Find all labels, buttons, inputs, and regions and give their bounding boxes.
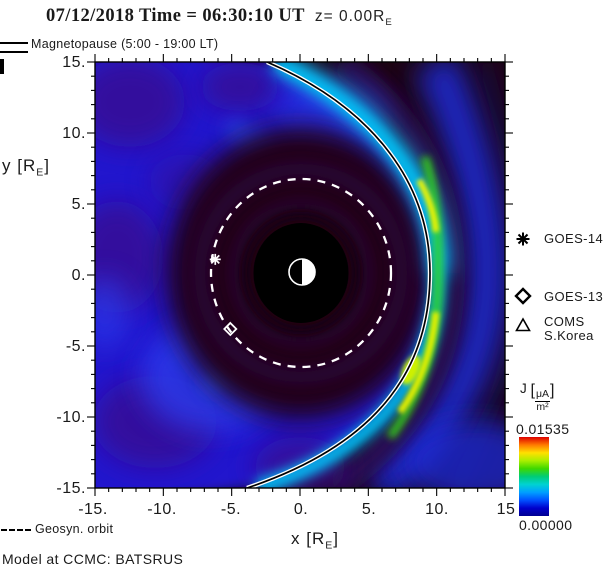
y-tick-label: 10. xyxy=(62,125,86,142)
x-tick-label: -15. xyxy=(78,501,108,518)
goes14-marker xyxy=(209,253,221,265)
y-tick-label: -15. xyxy=(56,480,86,497)
coms-label-line2: S.Korea xyxy=(544,328,594,343)
page-title: 07/12/2018 Time = 06:30:10 UT z= 0.00RE xyxy=(46,6,393,28)
y-tick-label: 0. xyxy=(71,267,86,284)
magnetopause-line-icon xyxy=(0,42,28,53)
magnetopause-line xyxy=(246,62,433,488)
x-axis-label: x [RE] xyxy=(291,529,339,552)
goes13-marker xyxy=(223,321,238,337)
colorbar-max-value: 0.01535 xyxy=(516,421,570,437)
goes13-label: GOES-13 xyxy=(544,289,604,304)
geosyn-orbit-legend-label: Geosyn. orbit xyxy=(35,522,114,536)
colorbar-min-value: 0.00000 xyxy=(519,517,573,533)
goes14-asterisk-icon xyxy=(516,232,530,246)
x-tick-label: 0. xyxy=(293,501,309,518)
y-tick-label: 15. xyxy=(62,54,86,71)
y-tick-label: 5. xyxy=(71,196,86,213)
clipped-legend-symbol xyxy=(0,59,4,74)
heatmap-field xyxy=(95,62,505,488)
coms-triangle-icon xyxy=(515,317,531,332)
title-datetime: 07/12/2018 Time = 06:30:10 UT xyxy=(46,6,305,26)
colorbar-gradient xyxy=(519,437,549,516)
x-tick-label: 5. xyxy=(361,501,377,518)
coms-label-line1: COMS xyxy=(544,314,585,329)
axis-ticks xyxy=(87,54,513,496)
colorbar-unit-label: J [μA m²] xyxy=(520,381,555,413)
y-tick-label: -10. xyxy=(56,409,86,426)
x-tick-label: 15 xyxy=(496,501,516,518)
goes14-label: GOES-14 xyxy=(544,231,604,246)
y-axis-label: y [RE] xyxy=(2,156,50,179)
geosyn-orbit-dash-icon xyxy=(1,529,31,531)
geosync-orbit-circle xyxy=(209,177,393,369)
x-tick-label: -10. xyxy=(147,501,177,518)
magnetopause-legend-label: Magnetopause (5:00 - 19:00 LT) xyxy=(31,37,219,51)
x-tick-label: -5. xyxy=(220,501,242,518)
x-tick-label: 10. xyxy=(425,501,449,518)
y-tick-label: -5. xyxy=(65,338,86,355)
model-credit: Model at CCMC: BATSRUS xyxy=(2,551,184,567)
title-z-plane: z= 0.00RE xyxy=(314,8,393,29)
earth-symbol xyxy=(288,258,316,286)
goes13-diamond-icon xyxy=(514,287,532,305)
